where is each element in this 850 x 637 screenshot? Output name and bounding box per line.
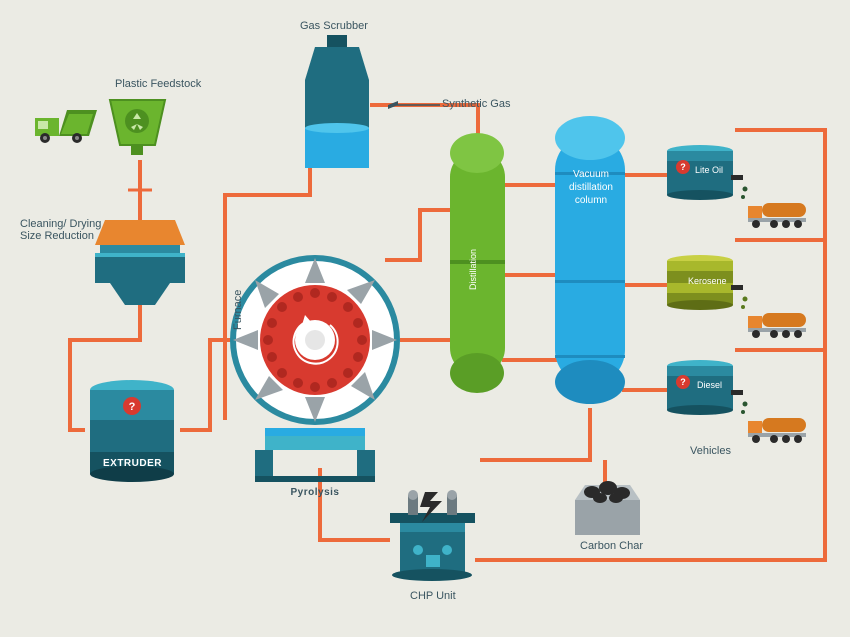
vehicles-label: Vehicles (690, 445, 731, 457)
pyrolysis-base-icon (255, 428, 375, 482)
furnace-label: Furnace (232, 290, 244, 330)
distillation-label: Distillation (468, 249, 478, 290)
kerosene-label: Kerosene (688, 276, 727, 286)
chp-icon (390, 490, 475, 581)
extruder-label: EXTRUDER (100, 458, 165, 469)
cleaning-label: Cleaning/ Drying Size Reduction (20, 218, 101, 242)
chp-label: CHP Unit (410, 590, 456, 602)
processor-icon (95, 220, 185, 305)
char-icon (575, 481, 640, 535)
truck-icon (35, 110, 97, 143)
furnace-icon (233, 258, 397, 422)
diesel-label: Diesel (697, 380, 722, 390)
liteoil-label: Lite Oil (695, 165, 723, 175)
plastic-feedstock-label: Plastic Feedstock (115, 78, 201, 90)
svg-text:?: ? (680, 377, 686, 387)
svg-text:?: ? (129, 401, 136, 413)
synthetic-gas-label: Synthetic Gas (442, 98, 510, 110)
tanker-icon (748, 418, 806, 443)
scrubber-icon (305, 35, 369, 168)
svg-text:?: ? (680, 162, 686, 172)
char-label: Carbon Char (580, 540, 643, 552)
tanker-icon (748, 203, 806, 228)
pyrolysis-label: Pyrolysis (275, 487, 355, 498)
hopper-icon (110, 100, 165, 155)
scrubber-label: Gas Scrubber (300, 20, 368, 32)
tanker-icon (748, 313, 806, 338)
vacuum-icon (555, 116, 625, 404)
vacuum-label: Vacuum distillation column (562, 168, 620, 207)
